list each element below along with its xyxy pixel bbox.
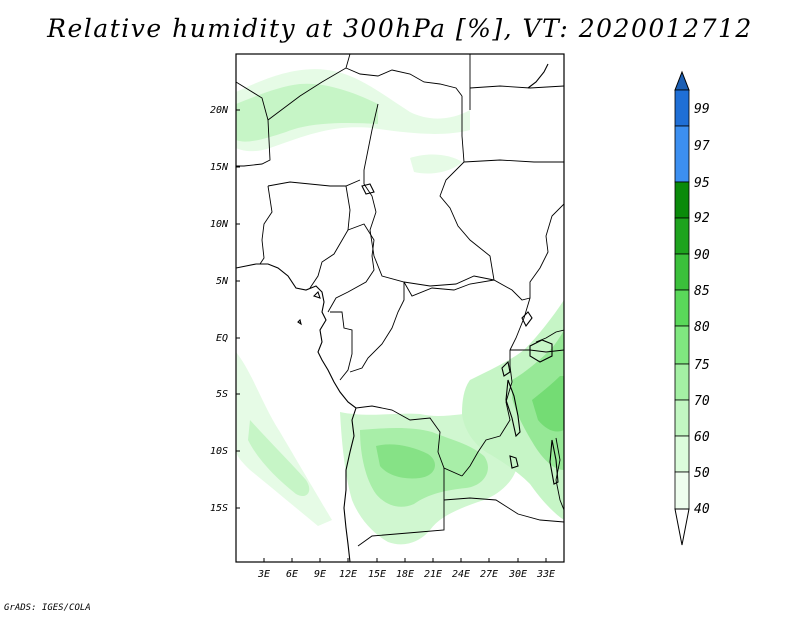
border-congo-drc [349, 282, 405, 373]
humidity-area-southwest [236, 352, 332, 526]
border-tanzania [510, 349, 564, 353]
colorbar-swatch [674, 181, 690, 219]
coastline-red-sea [527, 63, 549, 89]
colorbar-swatch [674, 325, 690, 365]
lon-label: 27E [480, 569, 498, 580]
humidity-area-east-deep [532, 376, 564, 432]
lake-kivu [501, 360, 511, 377]
border-car-drc [403, 279, 531, 301]
humidity-shading [236, 69, 564, 545]
humidity-area-south-central-deep [376, 444, 435, 479]
colorbar-label: 50 [694, 466, 710, 481]
colorbar-swatch [674, 435, 690, 473]
colorbar-cap-top [674, 70, 690, 91]
island-sao-tome [297, 318, 302, 326]
lon-label: 9E [314, 569, 326, 580]
colorbar-swatch [674, 363, 690, 401]
lat-label: 10S [210, 446, 228, 457]
colorbar-label: 92 [694, 211, 710, 226]
map-title: Relative humidity at 300hPa [%], VT: 202… [47, 14, 753, 43]
map-frame [235, 53, 565, 563]
border-gabon-congo [330, 311, 353, 381]
humidity-area-north-patch [410, 154, 462, 174]
colorbar-swatch [674, 125, 690, 183]
colorbar-swatch [674, 289, 690, 327]
border-niger-mali [267, 179, 361, 187]
lon-label: 30E [508, 569, 527, 580]
humidity-area-southwest-core [248, 420, 310, 497]
border-zambia-south [443, 497, 564, 523]
colorbar-swatch [674, 217, 690, 255]
island-bioko [312, 290, 321, 299]
border-chad-car [369, 211, 495, 287]
lake-chad [361, 183, 375, 195]
colorbar-swatch [674, 399, 690, 437]
border-mali-algeria [267, 54, 351, 121]
longitude-axis: 3E 6E 9E 12E 15E 18E 21E 24E 27E 30E 33E [257, 558, 555, 580]
humidity-area-east [462, 300, 564, 520]
colorbar-swatch [674, 253, 690, 291]
colorbar-label: 99 [694, 102, 710, 117]
lon-label: 33E [536, 569, 555, 580]
lat-label: 20N [210, 105, 229, 116]
lon-label: 21E [424, 569, 442, 580]
credit-text: GrADS: IGES/COLA [4, 603, 91, 613]
colorbar-label: 70 [694, 394, 710, 409]
colorbar-label: 95 [694, 176, 710, 191]
lat-label: 15S [210, 503, 228, 514]
colorbar-label: 60 [694, 430, 710, 445]
lon-label: 6E [286, 569, 298, 580]
border-mauritania-mali [236, 81, 271, 167]
coastline-layer [236, 54, 564, 562]
lat-label: 15N [210, 162, 229, 173]
lon-label: 15E [368, 569, 386, 580]
border-cameroon [327, 223, 375, 313]
border-egypt-sudan [463, 159, 564, 163]
lake-tanganyika [505, 379, 521, 438]
lake-victoria [529, 339, 553, 363]
lat-label: 5N [216, 276, 229, 287]
colorbar-swatch [674, 471, 690, 510]
colorbar: 99 97 95 92 90 85 80 75 70 60 50 40 [674, 70, 710, 546]
border-mozambique [555, 437, 564, 511]
lat-label: 10N [210, 219, 229, 230]
border-drc-angola [355, 405, 463, 477]
border-niger-chad [363, 103, 379, 213]
border-algeria-libya [345, 67, 463, 97]
colorbar-label: 90 [694, 248, 710, 263]
lat-label: EQ [216, 333, 228, 344]
colorbar-cap-bottom [674, 508, 690, 546]
lon-label: 12E [339, 569, 357, 580]
lon-label: 3E [257, 569, 270, 580]
border-egypt-north [469, 85, 564, 89]
border-drc-east [461, 350, 513, 477]
lake-albert [521, 311, 533, 328]
border-libya-egypt [461, 96, 465, 163]
border-nigeria-north [259, 185, 273, 265]
latitude-axis: 20N 15N 10N 5N EQ 5S 10S 15S [210, 105, 240, 514]
colorbar-label: 97 [694, 139, 710, 154]
colorbar-swatch [674, 89, 690, 127]
humidity-area-north-core [236, 83, 378, 142]
border-sudan-east [509, 203, 564, 351]
border-chad-sudan [439, 161, 495, 281]
lake-mweru [509, 455, 519, 469]
coastline-west-africa [236, 263, 357, 562]
colorbar-label: 75 [694, 358, 710, 373]
colorbar-label: 40 [694, 502, 710, 517]
colorbar-label: 85 [694, 284, 710, 299]
lat-label: 5S [216, 389, 228, 400]
colorbar-label: 80 [694, 320, 710, 335]
lake-malawi [549, 439, 559, 485]
border-nigeria-east [309, 185, 351, 289]
lon-label: 18E [396, 569, 414, 580]
lon-label: 24E [452, 569, 470, 580]
